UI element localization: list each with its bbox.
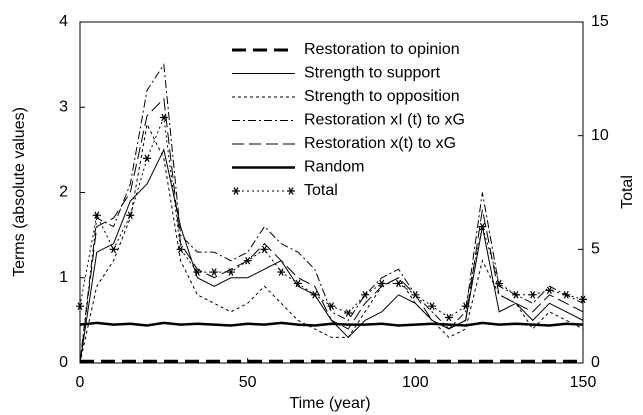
marker (361, 291, 370, 299)
marker (511, 291, 520, 299)
legend-label: Strength to support (304, 65, 441, 82)
y2-axis-label: Total (619, 175, 636, 209)
marker (126, 211, 135, 219)
marker (394, 279, 403, 288)
marker (478, 222, 487, 231)
marker (260, 245, 269, 254)
legend-marker (232, 187, 240, 195)
legend-label: Restoration xI (t) to xG (304, 112, 465, 129)
y-axis-label: Terms (absolute values) (11, 107, 28, 277)
x-tick-label: 100 (402, 374, 429, 391)
x-tick-label: 50 (239, 374, 257, 391)
marker (159, 113, 168, 122)
marker (193, 268, 202, 276)
x-tick-label: 0 (76, 374, 85, 391)
marker (293, 279, 302, 288)
x-axis-label: Time (year) (289, 395, 370, 412)
marker (243, 256, 252, 265)
marker (461, 302, 470, 310)
marker (495, 279, 504, 288)
x-tick-label: 150 (570, 374, 597, 391)
y-tick-label: 1 (59, 269, 68, 286)
marker (528, 291, 537, 299)
y2-tick-label: 10 (591, 127, 609, 144)
series-line (79, 63, 584, 364)
marker (109, 245, 118, 254)
marker (411, 291, 420, 299)
marker (143, 154, 152, 163)
legend-marker (287, 187, 295, 195)
series-line (79, 321, 584, 327)
marker (76, 302, 84, 310)
y-tick-label: 4 (59, 13, 68, 30)
marker (428, 302, 437, 310)
legend-label: Strength to opposition (304, 88, 460, 105)
marker (377, 279, 386, 288)
marker (562, 291, 571, 299)
series-line (79, 122, 584, 364)
y-tick-label: 3 (59, 98, 68, 115)
marker (210, 268, 219, 276)
marker (344, 309, 353, 317)
y2-tick-label: 5 (591, 241, 600, 258)
marker (277, 268, 286, 276)
y-tick-label: 2 (59, 184, 68, 201)
legend-label: Total (304, 182, 338, 199)
marker (579, 295, 587, 304)
marker (176, 245, 185, 254)
marker (226, 268, 235, 276)
y2-tick-label: 0 (591, 354, 600, 371)
legend-label: Restoration to opinion (304, 41, 460, 58)
marker (545, 286, 554, 295)
marker (327, 302, 336, 310)
y-tick-label: 0 (59, 354, 68, 371)
series-line (79, 97, 584, 364)
legend-label: Restoration x(t) to xG (304, 135, 456, 152)
marker (444, 313, 453, 322)
marker (310, 291, 319, 299)
marker (92, 211, 101, 219)
legend-label: Random (304, 159, 364, 176)
y2-tick-label: 15 (591, 13, 609, 30)
